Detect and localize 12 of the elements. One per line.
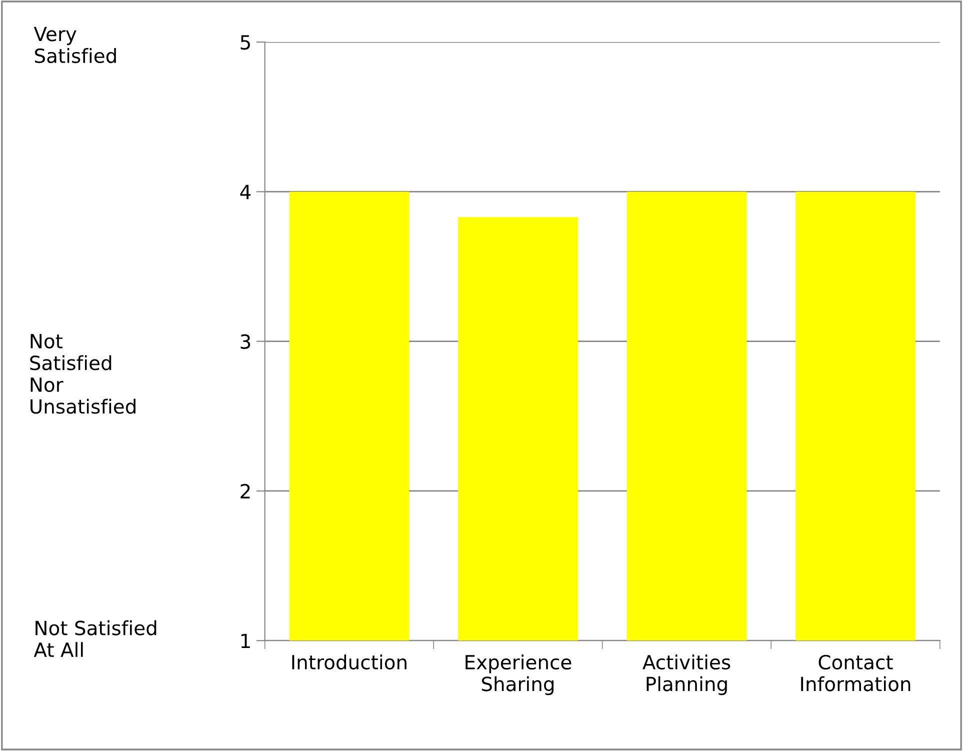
y-tick-label: 4 [240,184,251,200]
text: Not Satisfied Nor Unsatisfied [30,334,136,414]
text: Very Satisfied [34,26,116,64]
x-tick-label: Experience Sharing [466,654,572,696]
y-tick-label: 2 [240,484,250,498]
x-tick-label: Contact Information [801,654,910,692]
y-tick-label: 1 [241,634,250,648]
y-tick-label: 5 [240,35,250,50]
y-tick-label: 3 [240,334,250,349]
x-tick-label: Introduction [292,654,406,670]
x-tick-label: Activities Planning [642,654,730,696]
text: Not Satisfied At All [34,620,156,657]
